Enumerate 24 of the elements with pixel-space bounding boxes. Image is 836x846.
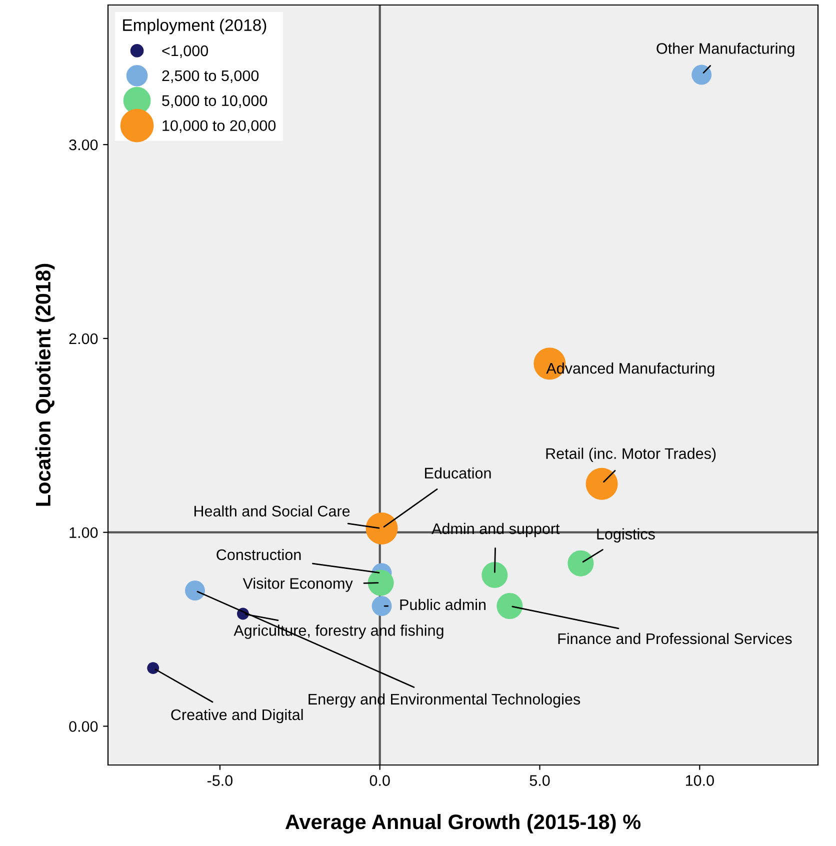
legend-label: 5,000 to 10,000 [162,95,268,108]
y-tick-label: 1.00 [70,527,98,538]
x-tick-label: 0.0 [370,775,390,786]
legend-label: 2,500 to 5,000 [162,70,259,83]
x-tick-label: -5.0 [207,775,233,786]
legend-title: Employment (2018) [123,18,266,34]
annotation: Creative and Digital [171,708,303,724]
legend-label: 10,000 to 20,000 [162,120,276,133]
y-tick-label: 2.00 [69,333,98,344]
y-tick-label: 3.00 [69,139,98,150]
annotation: Education [425,467,491,479]
annotation: Health and Social Care [194,505,350,517]
annotation: Retail (inc. Motor Trades) [546,448,716,462]
x-tick-label: 10.0 [686,775,714,786]
annotation: Other Manufacturing [656,42,794,57]
y-tick-label: 0.00 [69,721,98,732]
x-tick-label: 5.0 [530,775,550,786]
annotation: Finance and Professional Services [558,632,792,644]
annotation: Public admin [400,598,486,610]
annotation: Construction [216,548,301,560]
annotation: Visitor Economy [242,578,353,592]
y-axis-title: Location Quotient (2018) [35,264,55,506]
legend-label: <1,000 [162,45,208,58]
x-axis-title: Average Annual Growth (2015-18) % [285,814,641,834]
